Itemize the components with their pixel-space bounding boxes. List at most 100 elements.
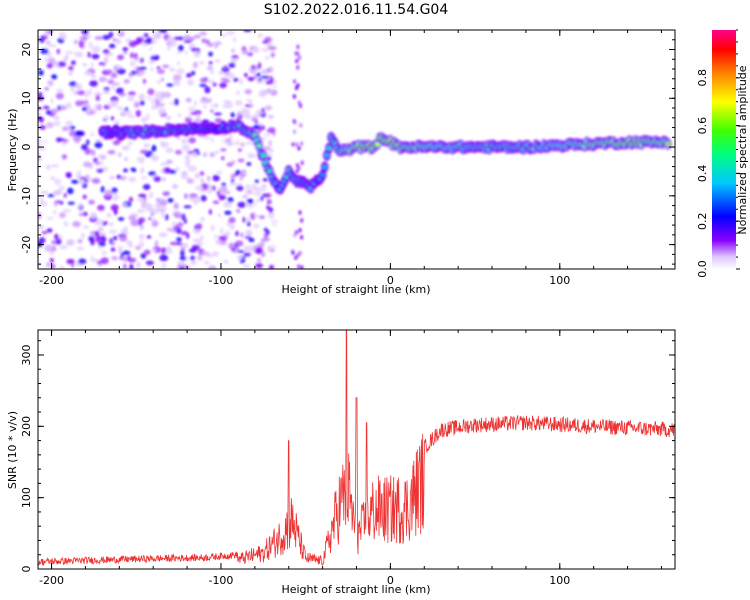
heatmap-speckle — [246, 162, 252, 166]
heatmap-speckle — [139, 167, 145, 174]
heatmap-speckle — [87, 51, 91, 58]
heatmap-speckle — [237, 201, 246, 208]
heatmap-speckle — [86, 139, 90, 146]
heatmap-speckle — [190, 255, 196, 261]
heatmap-speckle — [40, 196, 44, 202]
heatmap-speckle — [50, 176, 56, 180]
heatmap-speckle — [59, 265, 65, 269]
heatmap-speckle — [105, 69, 113, 74]
heatmap-speckle — [263, 227, 268, 232]
heatmap-speckle — [240, 232, 244, 238]
heatmap-speckle — [140, 253, 147, 259]
heatmap-speckle — [100, 186, 105, 193]
heatmap-speckle — [237, 148, 243, 152]
heatmap-speckle — [212, 200, 220, 205]
heatmap-speckle — [202, 151, 208, 158]
heatmap-speckle — [176, 61, 180, 66]
colorbar-tick-label: 0.0 — [696, 260, 709, 278]
heatmap-speckle — [294, 255, 298, 260]
heatmap-speckle — [49, 257, 54, 263]
heatmap-speckle — [268, 211, 275, 219]
ridge-core — [267, 169, 272, 173]
heatmap-speckle — [169, 241, 179, 246]
heatmap-speckle — [38, 237, 46, 244]
heatmap-speckle — [155, 197, 161, 203]
heatmap-speckle — [236, 185, 244, 191]
heatmap-speckle — [262, 186, 267, 192]
heatmap-speckle — [236, 255, 243, 260]
heatmap-speckle — [82, 211, 88, 217]
heatmap-speckle — [226, 31, 236, 35]
heatmap-speckle — [101, 235, 107, 243]
heatmap-speckle — [270, 219, 278, 224]
heatmap-speckle — [268, 66, 274, 73]
heatmap-speckle — [272, 84, 277, 89]
heatmap-speckle — [231, 247, 236, 252]
heatmap-speckle — [148, 191, 154, 199]
heatmap-speckle — [74, 130, 84, 137]
heatmap-speckle — [44, 87, 49, 91]
heatmap-speckle — [70, 60, 76, 65]
heatmap-speckle — [199, 31, 207, 36]
heatmap-speckle — [39, 37, 45, 43]
heatmap-speckle — [266, 245, 274, 252]
heatmap-speckle — [230, 178, 235, 183]
heatmap-speckle — [45, 121, 54, 129]
heatmap-speckle — [113, 192, 118, 198]
heatmap-ytick-label: 20 — [20, 43, 33, 57]
heatmap-speckle — [260, 196, 264, 202]
heatmap-speckle — [95, 94, 101, 102]
heatmap-speckle — [183, 34, 191, 42]
heatmap-speckle — [296, 253, 300, 258]
heatmap-speckle — [177, 45, 184, 52]
heatmap-ytick-label: -10 — [20, 187, 33, 205]
heatmap-speckle — [162, 141, 170, 147]
heatmap-speckle — [184, 193, 188, 200]
heatmap-speckle — [291, 250, 295, 255]
heatmap-speckle — [136, 261, 141, 269]
heatmap-speckle — [183, 205, 192, 209]
heatmap-speckle — [198, 61, 205, 65]
heatmap-speckle — [46, 62, 54, 69]
heatmap-speckle — [51, 74, 58, 80]
heatmap-speckle — [85, 110, 95, 116]
heatmap-speckle — [267, 46, 277, 51]
heatmap-speckle — [154, 91, 163, 99]
snr-ylabel: SNR (10 * v/v) — [6, 411, 19, 489]
heatmap-speckle — [255, 247, 263, 255]
heatmap-speckle — [82, 194, 87, 200]
heatmap-speckle — [243, 252, 252, 257]
heatmap-speckle — [112, 100, 119, 107]
heatmap-speckle — [127, 257, 137, 263]
colorbar-tick-label: 0.2 — [696, 212, 709, 230]
heatmap-speckle — [243, 114, 252, 119]
heatmap-speckle — [128, 40, 137, 48]
heatmap-speckle — [83, 225, 89, 230]
heatmap-speckle — [62, 57, 67, 63]
snr-ytick-label: 200 — [20, 416, 33, 437]
heatmap-speckle — [250, 70, 256, 75]
heatmap-speckle — [173, 202, 179, 210]
heatmap-speckle — [104, 189, 113, 197]
heatmap-speckle — [201, 38, 207, 44]
heatmap-speckle — [195, 223, 203, 229]
heatmap-speckle — [110, 247, 116, 252]
heatmap-speckle — [267, 115, 274, 119]
heatmap-speckle — [81, 233, 85, 238]
heatmap-speckle — [168, 169, 177, 174]
heatmap-speckle — [223, 79, 231, 83]
heatmap-speckle — [116, 68, 126, 75]
heatmap-speckle — [49, 250, 54, 256]
heatmap-speckle — [123, 79, 130, 84]
heatmap-speckle — [140, 116, 148, 123]
heatmap-speckle — [82, 161, 92, 168]
heatmap-speckle — [87, 178, 93, 182]
heatmap-speckle — [56, 48, 60, 55]
heatmap-speckle — [192, 152, 198, 158]
heatmap-speckle — [46, 262, 51, 268]
heatmap-speckle — [123, 263, 127, 269]
heatmap-speckle — [230, 112, 235, 118]
heatmap-speckle — [215, 118, 222, 124]
heatmap-speckle — [248, 154, 257, 158]
